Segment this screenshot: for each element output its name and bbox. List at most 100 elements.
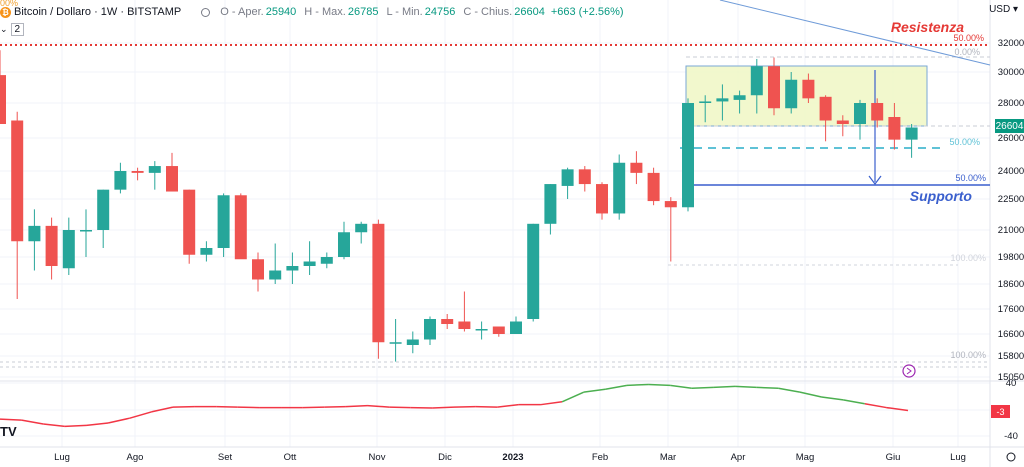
high-label: H - Max. bbox=[304, 6, 346, 18]
chart-legend-header: ₿ Bitcoin / Dollaro · 1W · BITSTAMP O - … bbox=[0, 3, 624, 21]
visibility-toggle-icon[interactable] bbox=[201, 7, 211, 17]
time-tick-label: Dic bbox=[438, 452, 452, 463]
left-fib-pct: 00% bbox=[0, 0, 18, 8]
oscillator-segment bbox=[151, 406, 174, 413]
candle-body bbox=[131, 171, 144, 173]
open-value: 25940 bbox=[265, 6, 297, 18]
oscillator-segment bbox=[129, 411, 152, 419]
candle-body bbox=[699, 101, 712, 103]
candle-body bbox=[630, 162, 643, 173]
oscillator-segment bbox=[735, 385, 757, 389]
trend-line bbox=[719, 0, 991, 66]
candle-body bbox=[871, 103, 884, 121]
oscillator-segment bbox=[691, 386, 714, 390]
candle-body bbox=[406, 339, 419, 345]
price-tick-label: 32000 bbox=[998, 38, 1024, 49]
price-tick-label: 21000 bbox=[998, 225, 1024, 236]
indicator-last-tag: -3 bbox=[991, 405, 1010, 418]
oscillator-segment bbox=[713, 385, 736, 389]
currency-select[interactable]: USD ▾ bbox=[989, 4, 1018, 15]
price-tick-label: 26000 bbox=[998, 133, 1024, 144]
oscillator-segment bbox=[21, 419, 44, 425]
price-tick-label: 18600 bbox=[998, 279, 1024, 290]
tv-watermark: TV bbox=[0, 424, 17, 439]
candle-body bbox=[286, 266, 299, 271]
fib-bottom-pct: 100.00% bbox=[950, 350, 986, 360]
oscillator-segment bbox=[0, 418, 22, 421]
alert-icon-glyph bbox=[906, 367, 912, 375]
settings-gear-icon bbox=[1006, 452, 1016, 462]
change-value: +663 (+2.56%) bbox=[550, 6, 624, 18]
time-tick-label: Set bbox=[218, 452, 233, 463]
candle-body bbox=[510, 321, 522, 334]
oscillator-segment bbox=[756, 386, 779, 390]
candle-body bbox=[372, 223, 385, 343]
oscillator-segment bbox=[432, 406, 455, 409]
support-label: Supporto bbox=[910, 188, 973, 204]
osc-tick-label: -40 bbox=[1004, 431, 1018, 442]
candle-body bbox=[183, 189, 196, 255]
oscillator-segment bbox=[886, 406, 909, 412]
fib-mid-pct: 50.00% bbox=[949, 137, 980, 147]
candle-body bbox=[596, 184, 608, 214]
oscillator-segment bbox=[107, 417, 130, 424]
price-tick-label: 28000 bbox=[998, 98, 1024, 109]
oscillator-segment bbox=[64, 424, 87, 428]
indicators-toggle[interactable]: ⌄ 2 bbox=[0, 23, 25, 36]
candle-body bbox=[424, 319, 436, 340]
candle-body bbox=[888, 117, 901, 140]
candle-body bbox=[45, 225, 58, 266]
time-tick-label: Lug bbox=[950, 452, 966, 463]
candle-body bbox=[458, 321, 471, 329]
candle-body bbox=[148, 166, 161, 173]
low-label: L - Min. bbox=[386, 6, 423, 18]
price-tick-label: 24000 bbox=[998, 166, 1024, 177]
candle-body bbox=[785, 79, 798, 109]
price-tick-label: 22500 bbox=[998, 194, 1024, 205]
candle-body bbox=[682, 103, 694, 208]
fib-low-pct: 100.00% bbox=[950, 253, 986, 263]
candle-body bbox=[750, 66, 763, 96]
candle-body bbox=[28, 225, 41, 242]
symbol-title[interactable]: Bitcoin / Dollaro · 1W · BITSTAMP bbox=[14, 6, 182, 18]
oscillator-segment bbox=[86, 422, 109, 427]
alert-icon bbox=[902, 364, 916, 378]
candle-body bbox=[647, 172, 660, 202]
candle-body bbox=[854, 103, 866, 124]
fib-support-pct: 50.00% bbox=[955, 173, 986, 183]
candle-body bbox=[802, 79, 815, 99]
fib-box-top-pct: 0.00% bbox=[954, 47, 980, 57]
high-value: 26785 bbox=[347, 6, 379, 18]
candle-body bbox=[338, 232, 350, 257]
candle-body bbox=[819, 96, 832, 121]
time-tick-label: Ago bbox=[127, 452, 144, 463]
candle-body bbox=[80, 230, 92, 232]
candle-body bbox=[768, 66, 780, 109]
candle-body bbox=[200, 248, 213, 255]
candle-body bbox=[475, 329, 488, 331]
time-tick-label: Mag bbox=[796, 452, 814, 463]
candle-body bbox=[217, 195, 230, 248]
candle-body bbox=[733, 95, 746, 100]
time-tick-label: Mar bbox=[660, 452, 676, 463]
oscillator-segment bbox=[626, 383, 649, 387]
candle-body bbox=[355, 223, 368, 233]
chevron-down-icon: ⌄ bbox=[0, 24, 8, 34]
candle-body bbox=[492, 326, 505, 334]
candle-body bbox=[11, 120, 24, 242]
candle-body bbox=[836, 120, 849, 124]
low-value: 24756 bbox=[424, 6, 456, 18]
oscillator-segment bbox=[540, 401, 563, 406]
candle-body bbox=[320, 257, 333, 264]
oscillator-segment bbox=[799, 391, 822, 398]
candle-body bbox=[613, 162, 626, 214]
candle-body bbox=[441, 319, 454, 324]
oscillator-segment bbox=[497, 403, 519, 408]
oscillator-segment bbox=[583, 388, 606, 393]
oscillator-segment bbox=[345, 404, 368, 408]
candle-body bbox=[234, 195, 247, 260]
price-tick-label: 15800 bbox=[998, 351, 1024, 362]
candle-body bbox=[905, 127, 918, 140]
time-tick-label: Lug bbox=[54, 452, 70, 463]
